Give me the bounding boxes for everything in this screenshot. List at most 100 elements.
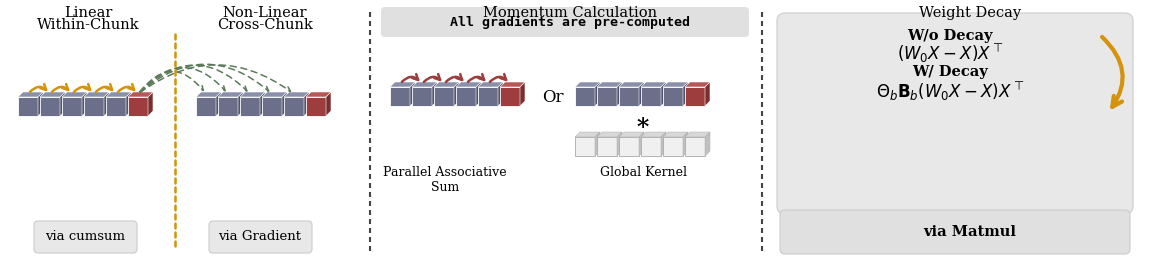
Bar — [412, 87, 432, 106]
Polygon shape — [148, 92, 153, 116]
Polygon shape — [303, 92, 309, 116]
Polygon shape — [641, 132, 666, 137]
Polygon shape — [685, 132, 710, 137]
Polygon shape — [216, 92, 221, 116]
Polygon shape — [598, 82, 622, 87]
Polygon shape — [705, 82, 710, 106]
Polygon shape — [282, 92, 287, 116]
Bar — [240, 97, 260, 116]
Polygon shape — [641, 82, 666, 87]
Bar — [106, 97, 126, 116]
Polygon shape — [106, 92, 131, 97]
Bar — [434, 87, 454, 106]
Polygon shape — [663, 132, 689, 137]
Polygon shape — [263, 92, 287, 97]
Polygon shape — [18, 92, 43, 97]
Bar — [456, 87, 476, 106]
Polygon shape — [218, 92, 243, 97]
Polygon shape — [705, 132, 710, 156]
Polygon shape — [640, 82, 644, 106]
FancyBboxPatch shape — [780, 210, 1130, 254]
Bar — [196, 97, 216, 116]
Bar — [685, 87, 705, 106]
Polygon shape — [499, 82, 525, 87]
Polygon shape — [619, 132, 644, 137]
Text: $\Theta_b\mathbf{B}_b(W_0X - X)X^{\top}$: $\Theta_b\mathbf{B}_b(W_0X - X)X^{\top}$ — [875, 81, 1025, 104]
Text: $(W_0X - X)X^{\top}$: $(W_0X - X)X^{\top}$ — [896, 43, 1004, 66]
Polygon shape — [128, 92, 153, 97]
FancyBboxPatch shape — [209, 221, 312, 253]
Text: via cumsum: via cumsum — [46, 230, 125, 244]
Bar — [575, 137, 595, 156]
Bar — [18, 97, 39, 116]
Text: Cross-Chunk: Cross-Chunk — [217, 18, 313, 32]
Bar — [62, 97, 82, 116]
FancyBboxPatch shape — [777, 13, 1133, 214]
Bar — [478, 87, 498, 106]
Bar — [284, 97, 303, 116]
Text: Global Kernel: Global Kernel — [600, 166, 686, 179]
Polygon shape — [683, 82, 689, 106]
Polygon shape — [595, 132, 600, 156]
Polygon shape — [617, 82, 622, 106]
FancyBboxPatch shape — [34, 221, 137, 253]
Polygon shape — [412, 82, 436, 87]
Text: Within-Chunk: Within-Chunk — [36, 18, 139, 32]
Bar — [598, 137, 617, 156]
Polygon shape — [498, 82, 503, 106]
Bar — [685, 137, 705, 156]
Polygon shape — [595, 82, 600, 106]
Bar — [641, 137, 661, 156]
Polygon shape — [478, 82, 503, 87]
Polygon shape — [306, 92, 331, 97]
Bar — [619, 137, 640, 156]
Text: All gradients are pre-computed: All gradients are pre-computed — [450, 15, 690, 28]
Bar — [575, 87, 595, 106]
Bar — [619, 87, 640, 106]
Bar — [306, 97, 326, 116]
Text: Non-Linear: Non-Linear — [223, 6, 307, 20]
Text: Momentum Calculation: Momentum Calculation — [483, 6, 657, 20]
Polygon shape — [663, 82, 689, 87]
Polygon shape — [619, 82, 644, 87]
Polygon shape — [60, 92, 65, 116]
Polygon shape — [661, 82, 666, 106]
Bar — [84, 97, 104, 116]
Bar — [663, 87, 683, 106]
Polygon shape — [598, 132, 622, 137]
Bar — [218, 97, 238, 116]
Polygon shape — [326, 92, 331, 116]
Text: via Matmul: via Matmul — [923, 225, 1016, 239]
Polygon shape — [520, 82, 525, 106]
Text: via Gradient: via Gradient — [218, 230, 301, 244]
FancyBboxPatch shape — [380, 7, 749, 37]
Text: Linear: Linear — [64, 6, 112, 20]
Polygon shape — [84, 92, 109, 97]
Bar — [128, 97, 148, 116]
Polygon shape — [640, 132, 644, 156]
Text: *: * — [637, 116, 649, 140]
Polygon shape — [434, 82, 459, 87]
Bar — [598, 87, 617, 106]
Polygon shape — [196, 92, 221, 97]
Polygon shape — [685, 82, 710, 87]
Polygon shape — [260, 92, 265, 116]
Polygon shape — [284, 92, 309, 97]
Polygon shape — [104, 92, 109, 116]
Bar — [390, 87, 410, 106]
Text: Or: Or — [543, 88, 564, 105]
Polygon shape — [240, 92, 265, 97]
Bar — [663, 137, 683, 156]
Polygon shape — [661, 132, 666, 156]
Polygon shape — [575, 132, 600, 137]
Polygon shape — [390, 82, 415, 87]
Text: Weight Decay: Weight Decay — [918, 6, 1021, 20]
Polygon shape — [82, 92, 88, 116]
Bar — [263, 97, 282, 116]
Polygon shape — [40, 92, 65, 97]
Polygon shape — [432, 82, 436, 106]
Polygon shape — [410, 82, 415, 106]
Polygon shape — [617, 132, 622, 156]
Polygon shape — [683, 132, 689, 156]
Polygon shape — [454, 82, 459, 106]
